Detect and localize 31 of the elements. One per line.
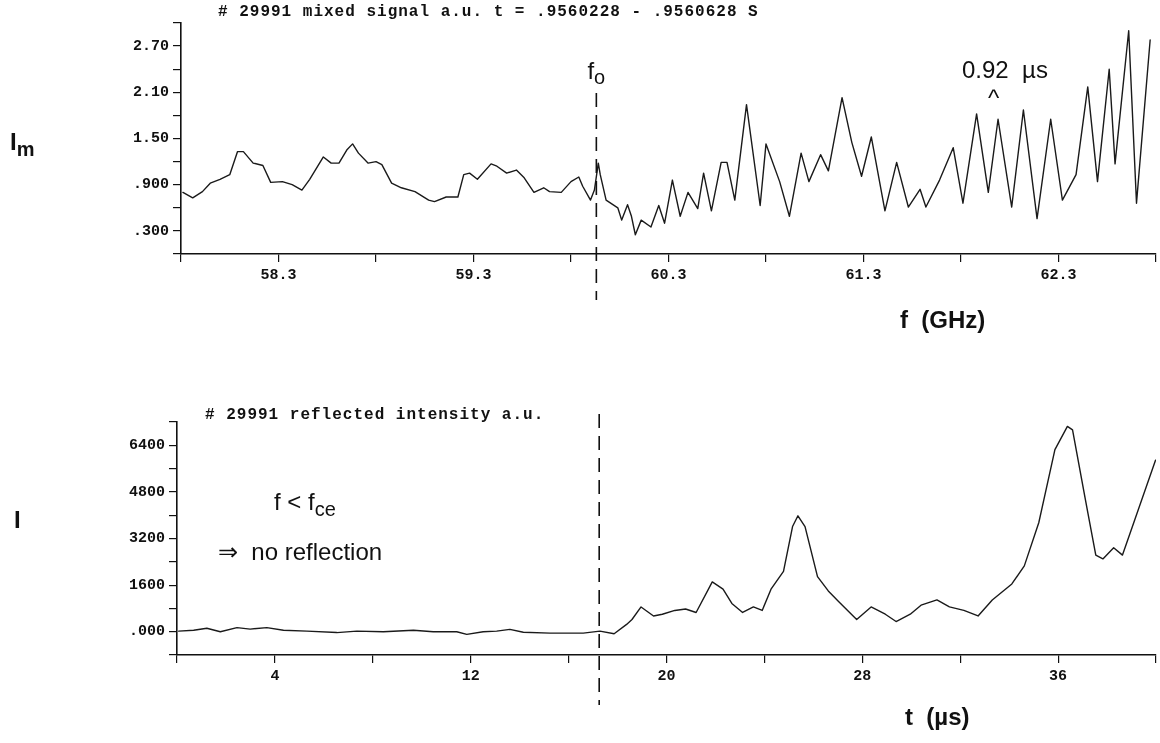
y-axis-title: I xyxy=(14,506,21,533)
x-tick-label: 36 xyxy=(1049,667,1068,685)
y-axis-title: I$_{m}$ xyxy=(10,128,35,160)
annotation: f < f$_{ce}$ xyxy=(274,488,336,520)
chart-title: # 29991 reflected intensity a.u. xyxy=(205,406,545,424)
x-tick-label: 12 xyxy=(461,667,480,685)
y-tick-label: .000 xyxy=(128,623,165,641)
y-tick-label: 2.70 xyxy=(132,37,169,55)
x-axis-title: t (µs) xyxy=(905,703,970,730)
x-tick-label: 59.3 xyxy=(455,266,492,284)
annotation: ^ xyxy=(988,84,1000,111)
ref-line-label: f$_{o}$ xyxy=(587,56,606,89)
x-tick-label: 28 xyxy=(853,667,872,685)
y-tick-label: .900 xyxy=(132,176,169,194)
annotation: 0.92 µs xyxy=(962,56,1048,83)
y-tick-label: 4800 xyxy=(128,483,165,501)
x-tick-label: 58.3 xyxy=(260,266,297,284)
y-tick-label: 6400 xyxy=(128,437,165,455)
x-tick-label: 60.3 xyxy=(650,266,687,284)
x-tick-label: 62.3 xyxy=(1040,266,1077,284)
x-axis-title: f (GHz) xyxy=(900,306,986,333)
y-tick-label: 1.50 xyxy=(132,130,169,148)
chart-title: # 29991 mixed signal a.u. t = .9560228 - .9560628 S xyxy=(218,3,759,21)
x-tick-label: 4 xyxy=(270,667,280,685)
y-tick-label: .300 xyxy=(132,222,169,240)
annotation: ⇒ no reflection xyxy=(218,538,383,565)
y-tick-label: 3200 xyxy=(128,530,165,548)
x-tick-label: 61.3 xyxy=(845,266,882,284)
y-tick-label: 2.10 xyxy=(132,84,169,102)
x-tick-label: 20 xyxy=(657,667,676,685)
y-tick-label: 1600 xyxy=(128,576,165,594)
